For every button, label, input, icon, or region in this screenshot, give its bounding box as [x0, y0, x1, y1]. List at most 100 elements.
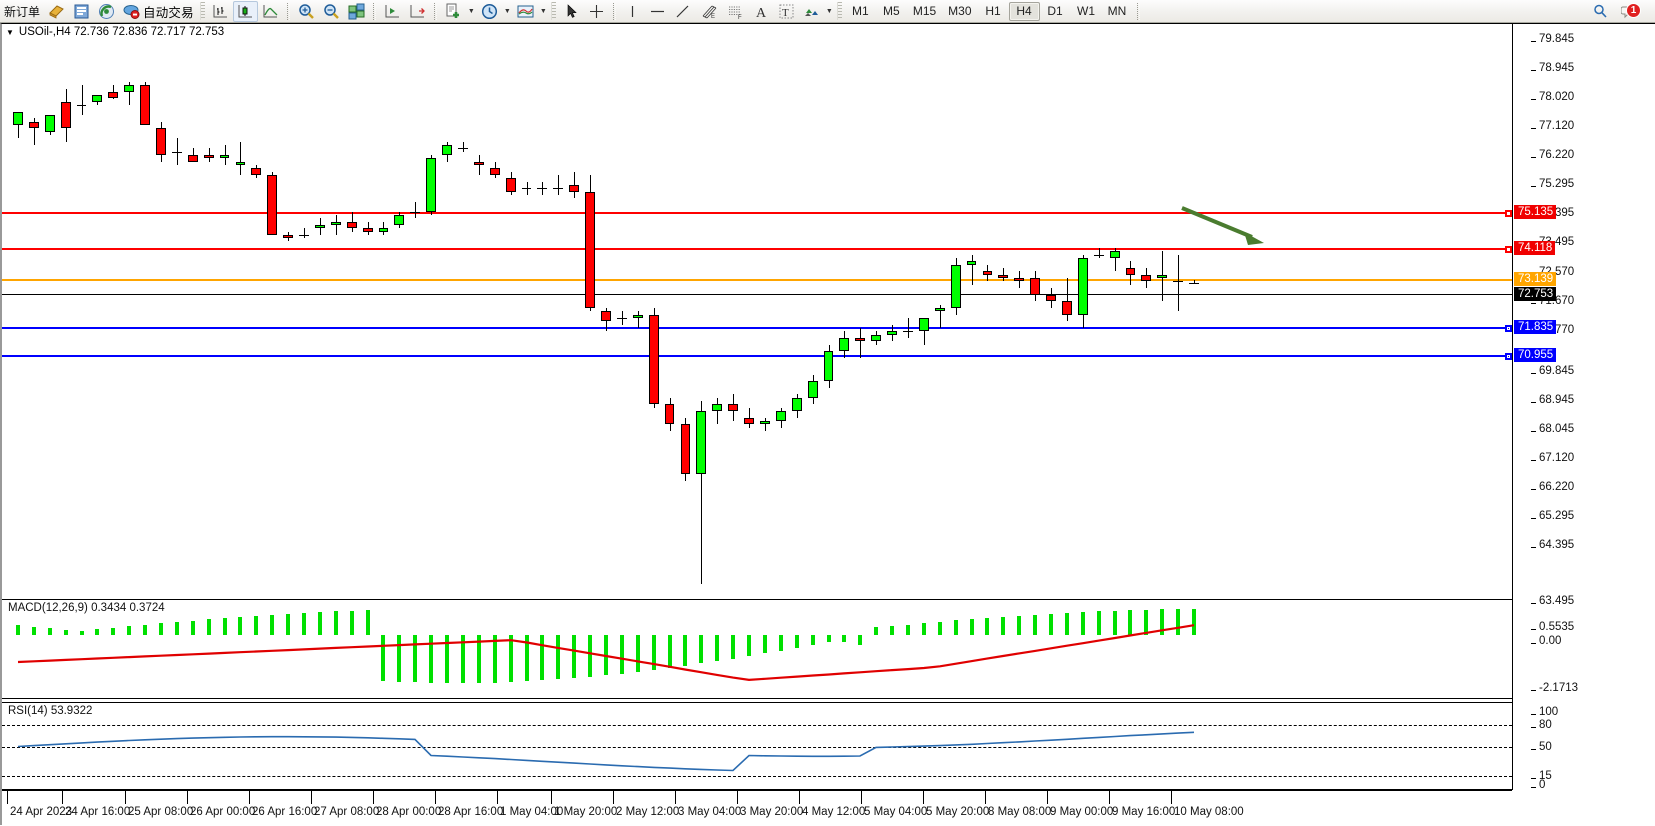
pivot-line-73139[interactable]	[2, 279, 1512, 281]
shapes-dropdown-arrow[interactable]: ▼	[825, 7, 833, 15]
data-window-icon	[74, 4, 89, 18]
bar-chart-icon	[213, 4, 227, 17]
price-tag-71835[interactable]: 71.835	[1514, 320, 1557, 334]
templates-dropdown-arrow[interactable]: ▼	[467, 7, 475, 15]
indicators-button[interactable]	[513, 1, 538, 22]
support-line-71835[interactable]	[2, 325, 1512, 332]
timeframe-h1[interactable]: H1	[985, 4, 1001, 18]
price-tick: 68.945	[1531, 393, 1655, 406]
navigator-button[interactable]	[94, 1, 119, 22]
timeframe-m30[interactable]: M30	[948, 4, 972, 18]
macd-bar	[270, 614, 274, 635]
equidistant-channel-button[interactable]: E	[695, 1, 722, 22]
timeframe-mn[interactable]: MN	[1107, 4, 1127, 18]
vertical-line-button[interactable]	[620, 1, 645, 22]
timeframe-d1[interactable]: D1	[1047, 4, 1063, 18]
price-tag-last: 72.753	[1514, 287, 1557, 301]
shapes-button[interactable]	[799, 1, 824, 22]
macd-bar	[1113, 610, 1117, 635]
data-window-button[interactable]	[69, 1, 94, 22]
zoom-out-button[interactable]	[319, 1, 344, 22]
macd-bar	[1192, 608, 1196, 635]
zoom-in-button[interactable]	[294, 1, 319, 22]
new-order-button[interactable]: 新订单	[0, 1, 44, 22]
auto-trading-button[interactable]: 自动交易	[119, 1, 198, 22]
rsi-axis-50: 50	[1531, 740, 1655, 753]
chat-button[interactable]: 1	[1617, 1, 1649, 22]
period-button[interactable]	[477, 1, 502, 22]
fibonacci-button[interactable]: F	[722, 1, 749, 22]
time-tick	[613, 790, 614, 804]
toolbar-grip-charts[interactable]	[199, 2, 205, 20]
chart-window[interactable]: ▼ USOil-,H4 72.736 72.836 72.717 72.753 …	[0, 23, 1655, 825]
candle-wick	[129, 81, 130, 106]
trend-arrow-annotation[interactable]	[2, 24, 1512, 596]
price-tick: 64.395	[1531, 538, 1655, 551]
line-anchor[interactable]	[1505, 246, 1512, 253]
candlestick-chart-icon	[238, 4, 252, 17]
price-pane[interactable]: ▼ USOil-,H4 72.736 72.836 72.717 72.753	[2, 24, 1512, 596]
macd-bar	[795, 635, 799, 648]
macd-pane[interactable]: MACD(12,26,9) 0.3434 0.3724	[2, 599, 1512, 699]
metaeditor-button[interactable]	[44, 1, 69, 22]
indicators-icon	[517, 5, 534, 17]
time-tick	[1047, 790, 1048, 804]
candle-body	[1157, 274, 1168, 279]
line-anchor[interactable]	[1505, 325, 1512, 332]
line-anchor[interactable]	[1505, 210, 1512, 217]
timeframe-w1[interactable]: W1	[1077, 4, 1096, 18]
fibonacci-icon: F	[728, 6, 742, 20]
timeframe-m15[interactable]: M15	[912, 4, 937, 18]
time-tick	[551, 790, 552, 804]
price-tag-74118[interactable]: 74.118	[1514, 241, 1556, 255]
templates-button[interactable]	[441, 1, 466, 22]
macd-bar	[954, 620, 958, 635]
chart-menu-arrow-icon[interactable]: ▼	[6, 27, 14, 37]
cursor-button[interactable]	[559, 1, 584, 22]
indicators-dropdown-arrow[interactable]: ▼	[539, 7, 547, 15]
time-axis[interactable]: 24 Apr 2023 24 Apr 16:00 25 Apr 08:00 26 Ap…	[2, 790, 1512, 826]
price-tag-70955[interactable]: 70.955	[1514, 348, 1557, 362]
candle-body	[934, 308, 945, 312]
price-tick: 78.020	[1531, 90, 1655, 103]
toolbar-grip-timeframes[interactable]	[836, 2, 842, 20]
trendline-button[interactable]	[670, 1, 695, 22]
line-chart-button[interactable]	[258, 1, 283, 22]
macd-label: MACD(12,26,9) 0.3434 0.3724	[8, 602, 165, 614]
crosshair-button[interactable]	[584, 1, 609, 22]
timeframe-m1[interactable]: M1	[851, 4, 869, 18]
period-dropdown-arrow[interactable]: ▼	[503, 7, 511, 15]
macd-bar	[922, 623, 926, 635]
candle-body	[1173, 281, 1184, 283]
candle-body	[1141, 274, 1152, 282]
candlestick-chart-button[interactable]	[232, 0, 258, 22]
tile-windows-button[interactable]	[344, 1, 369, 22]
text-button[interactable]: A	[749, 1, 774, 22]
candle-wick	[336, 214, 337, 235]
support-line-70955[interactable]	[2, 353, 1512, 360]
resistance-line-75135[interactable]	[2, 210, 1512, 217]
macd-bar	[95, 629, 99, 635]
time-tick	[7, 790, 8, 804]
price-tag-73139[interactable]: 73.139	[1514, 272, 1557, 286]
auto-scroll-button[interactable]	[405, 1, 430, 22]
bar-chart-button[interactable]	[208, 1, 233, 22]
price-tag-75135[interactable]: 75.135	[1514, 205, 1557, 219]
text-label-button[interactable]: T	[774, 1, 799, 22]
timeframe-h4[interactable]: H4	[1008, 1, 1040, 21]
line-anchor[interactable]	[1505, 353, 1512, 360]
horizontal-line-button[interactable]	[645, 1, 670, 22]
candle-body	[299, 234, 309, 236]
price-tick: 78.945	[1531, 61, 1655, 74]
candle-body	[92, 95, 103, 102]
candle-body	[378, 228, 389, 232]
shift-chart-button[interactable]	[380, 1, 405, 22]
auto-trading-icon	[123, 4, 140, 19]
search-button[interactable]	[1588, 1, 1613, 22]
svg-text:F: F	[738, 15, 742, 20]
rsi-pane[interactable]: RSI(14) 53.9322	[2, 702, 1512, 790]
timeframe-m5[interactable]: M5	[882, 4, 900, 18]
toolbar-grip-drawing[interactable]	[550, 2, 556, 20]
price-axis[interactable]: 79.845 78.945 78.020 77.120 76.220 75.295 74.3…	[1512, 24, 1655, 791]
resistance-line-74118[interactable]	[2, 246, 1512, 253]
